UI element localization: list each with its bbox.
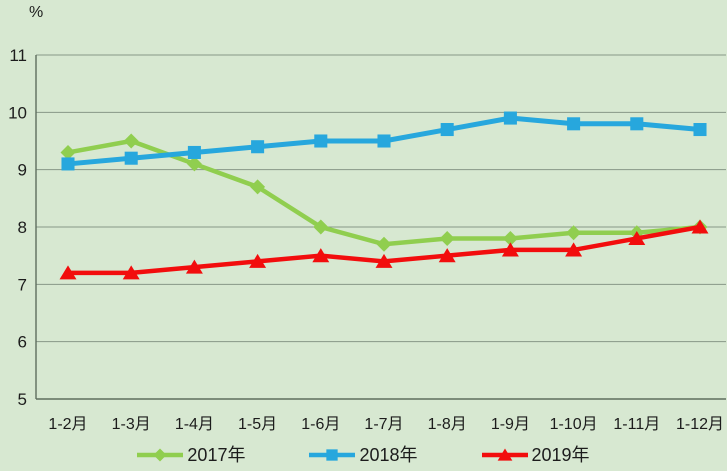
legend-item-2017: 2017年: [137, 446, 245, 464]
x-axis-label: 1-2月: [48, 416, 87, 433]
data-point-square-marker: [567, 117, 581, 131]
chart-legend: 2017年 2018年 2019年: [0, 441, 727, 469]
legend-diamond-marker-icon: [137, 448, 184, 462]
data-point-triangle-marker: [312, 248, 330, 263]
data-point-diamond-marker: [250, 179, 266, 195]
x-axis-label: 1-8月: [428, 416, 467, 433]
y-tick-label-9: 9: [18, 161, 27, 180]
data-point-triangle-marker: [438, 248, 456, 263]
data-point-diamond-marker: [376, 236, 392, 252]
data-point-triangle-marker: [628, 230, 646, 245]
data-point-square-marker: [377, 134, 391, 148]
y-tick-label-11: 11: [9, 46, 27, 65]
data-point-square-marker: [187, 145, 201, 159]
x-axis-label: 1-4月: [175, 416, 214, 433]
data-point-diamond-marker: [439, 230, 455, 246]
data-point-square-marker: [440, 123, 454, 137]
data-point-triangle-marker: [501, 242, 519, 257]
data-point-diamond-marker: [123, 133, 139, 149]
x-axis-label: 1-3月: [112, 416, 151, 433]
data-point-triangle-marker: [497, 448, 512, 461]
data-point-diamond-marker: [566, 225, 582, 241]
data-point-triangle-marker: [691, 219, 709, 234]
data-point-triangle-marker: [375, 253, 393, 268]
y-tick-label-8: 8: [18, 218, 27, 237]
data-point-triangle-marker: [249, 253, 267, 268]
legend-label-2018: 2018年: [359, 445, 418, 465]
data-point-square-marker: [326, 449, 339, 461]
data-point-square-marker: [693, 123, 707, 137]
legend-label-2019: 2019年: [531, 445, 590, 465]
y-tick-label-6: 6: [18, 333, 27, 352]
legend-triangle-marker-icon: [481, 448, 528, 461]
x-axis-label: 1-11月: [613, 416, 660, 433]
x-axis-label: 1-6月: [301, 416, 340, 433]
y-axis-unit-label: %: [29, 4, 43, 21]
data-point-square-marker: [251, 140, 265, 154]
legend-item-2018: 2018年: [309, 445, 418, 465]
data-point-diamond-marker: [502, 230, 518, 246]
x-axis-label: 1-10月: [550, 416, 598, 433]
data-point-triangle-marker: [185, 259, 203, 274]
data-point-square-marker: [630, 117, 644, 131]
y-tick-label-7: 7: [18, 275, 27, 294]
legend-label-2017: 2017年: [187, 445, 246, 465]
data-point-diamond-marker: [60, 144, 76, 160]
y-tick-label-5: 5: [18, 390, 27, 409]
x-axis-label: 1-9月: [491, 416, 530, 433]
data-point-triangle-marker: [59, 265, 77, 280]
x-axis-label: 1-5月: [238, 416, 277, 433]
data-point-square-marker: [124, 151, 138, 165]
data-point-diamond-marker: [313, 219, 329, 235]
data-point-square-marker: [503, 111, 517, 125]
data-point-diamond-marker: [153, 448, 167, 462]
data-point-triangle-marker: [122, 265, 140, 280]
data-point-square-marker: [61, 157, 75, 171]
data-point-triangle-marker: [565, 242, 583, 257]
y-tick-label-10: 10: [8, 103, 27, 122]
x-axis-label: 1-12月: [676, 416, 724, 433]
data-point-square-marker: [314, 134, 328, 148]
legend-square-marker-icon: [309, 449, 356, 461]
legend-item-2019: 2019年: [481, 445, 590, 465]
data-point-diamond-marker: [186, 156, 202, 172]
x-axis-label: 1-7月: [364, 416, 403, 433]
